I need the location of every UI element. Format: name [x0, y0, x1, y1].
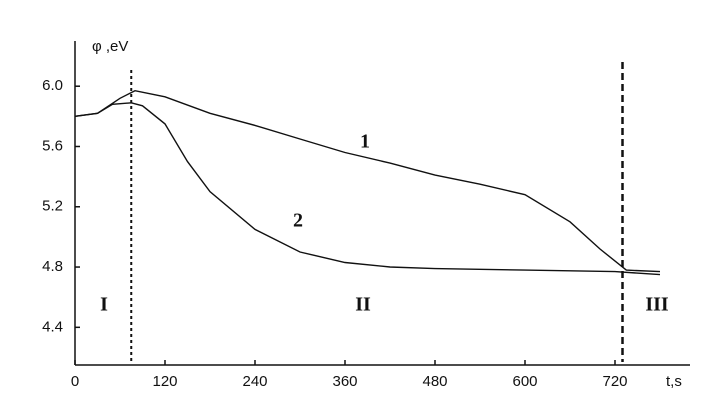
x-tick-label: 600: [512, 373, 537, 390]
x-tick-label: 240: [242, 373, 267, 390]
x-tick-label: 720: [602, 373, 627, 390]
y-tick-label: 4.4: [42, 318, 63, 335]
y-tick-label: 5.2: [42, 198, 63, 215]
x-axis-label: t,s: [666, 373, 682, 390]
y-tick-label: 4.8: [42, 258, 63, 275]
y-axis-label: φ ,eV: [92, 38, 128, 55]
data-line: [74, 102, 661, 276]
annotation: 1: [360, 131, 370, 153]
data-line: [74, 89, 661, 273]
x-tick-label: 0: [71, 373, 79, 390]
annotation: III: [645, 294, 669, 316]
annotation: II: [355, 294, 371, 316]
x-tick-label: 120: [152, 373, 177, 390]
x-tick-label: 360: [332, 373, 357, 390]
y-tick-label: 5.6: [42, 137, 63, 154]
y-tick-label: 6.0: [42, 77, 63, 94]
x-tick-label: 480: [422, 373, 447, 390]
annotation: 2: [293, 210, 303, 232]
annotation: I: [100, 294, 108, 316]
